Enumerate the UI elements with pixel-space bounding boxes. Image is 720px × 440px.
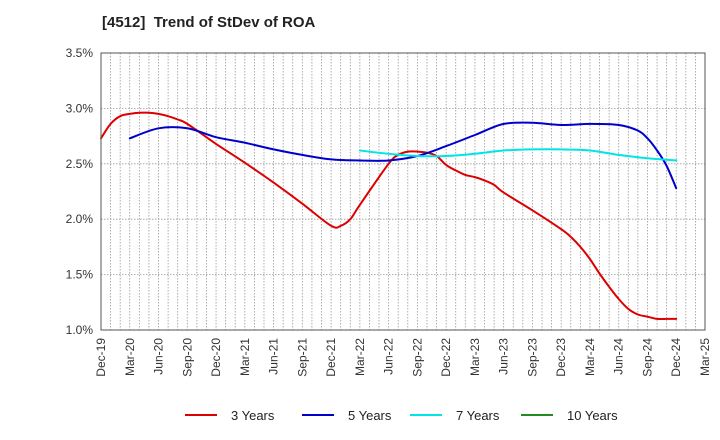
plot-frame (100, 52, 706, 331)
y-tick-label: 2.0% (66, 212, 94, 226)
legend-label: 3 Years (231, 407, 275, 423)
legend-swatch (302, 414, 334, 416)
x-tick-label: Jun-20 (152, 338, 166, 375)
y-tick-label: 2.5% (66, 157, 94, 171)
legend-label: 7 Years (456, 407, 500, 423)
legend-label: 5 Years (348, 407, 392, 423)
legend-item-3-years: 3 Years (185, 404, 274, 426)
x-tick-label: Sep-21 (295, 338, 309, 377)
x-tick-label: Dec-24 (669, 338, 683, 377)
x-tick-label: Mar-25 (698, 338, 712, 376)
y-tick-label: 3.0% (66, 101, 94, 115)
x-tick-label: Sep-20 (180, 338, 194, 377)
x-tick-label: Dec-21 (324, 338, 338, 377)
x-tick-label: Mar-22 (353, 338, 367, 376)
y-axis-ticks: 1.0% 1.5% 2.0% 2.5% 3.0% 3.5% (66, 46, 94, 337)
y-tick-label: 1.0% (66, 323, 94, 337)
legend: 3 Years 5 Years 7 Years 10 Years (0, 404, 720, 426)
x-tick-label: Jun-24 (612, 338, 626, 375)
x-tick-label: Jun-23 (497, 338, 511, 375)
x-tick-label: Dec-19 (94, 338, 108, 377)
legend-item-10-years: 10 Years (521, 404, 618, 426)
chart-title: [4512] Trend of StDev of ROA (102, 14, 316, 31)
x-tick-label: Sep-24 (640, 338, 654, 377)
x-tick-label: Dec-22 (439, 338, 453, 377)
line-chart: 1.0% 1.5% 2.0% 2.5% 3.0% 3.5% Dec-19 Mar-20 Jun… (66, 46, 712, 377)
series-lines (100, 111, 678, 321)
x-tick-label: Mar-24 (583, 338, 597, 376)
x-tick-label: Sep-23 (525, 338, 539, 377)
x-tick-label: Sep-22 (410, 338, 424, 377)
x-tick-label: Mar-23 (468, 338, 482, 376)
x-tick-label: Jun-22 (382, 338, 396, 375)
legend-item-7-years: 7 Years (410, 404, 499, 426)
x-axis-ticks: Dec-19 Mar-20 Jun-20 Sep-20 Dec-20 Mar-21 Jun-… (94, 338, 712, 377)
x-tick-label: Jun-21 (267, 338, 281, 375)
legend-item-5-years: 5 Years (302, 404, 391, 426)
plot-background (101, 53, 705, 330)
x-tick-label: Dec-20 (209, 338, 223, 377)
legend-swatch (521, 414, 553, 416)
series-line-5-years (128, 121, 678, 190)
x-tick-label: Mar-20 (123, 338, 137, 376)
legend-swatch (185, 414, 217, 416)
x-tick-label: Mar-21 (238, 338, 252, 376)
x-tick-label: Dec-23 (554, 338, 568, 377)
series-line-7-years (358, 148, 678, 162)
legend-label: 10 Years (567, 407, 618, 423)
y-tick-label: 3.5% (66, 46, 94, 60)
legend-swatch (410, 414, 442, 416)
y-tick-label: 1.5% (66, 268, 94, 282)
